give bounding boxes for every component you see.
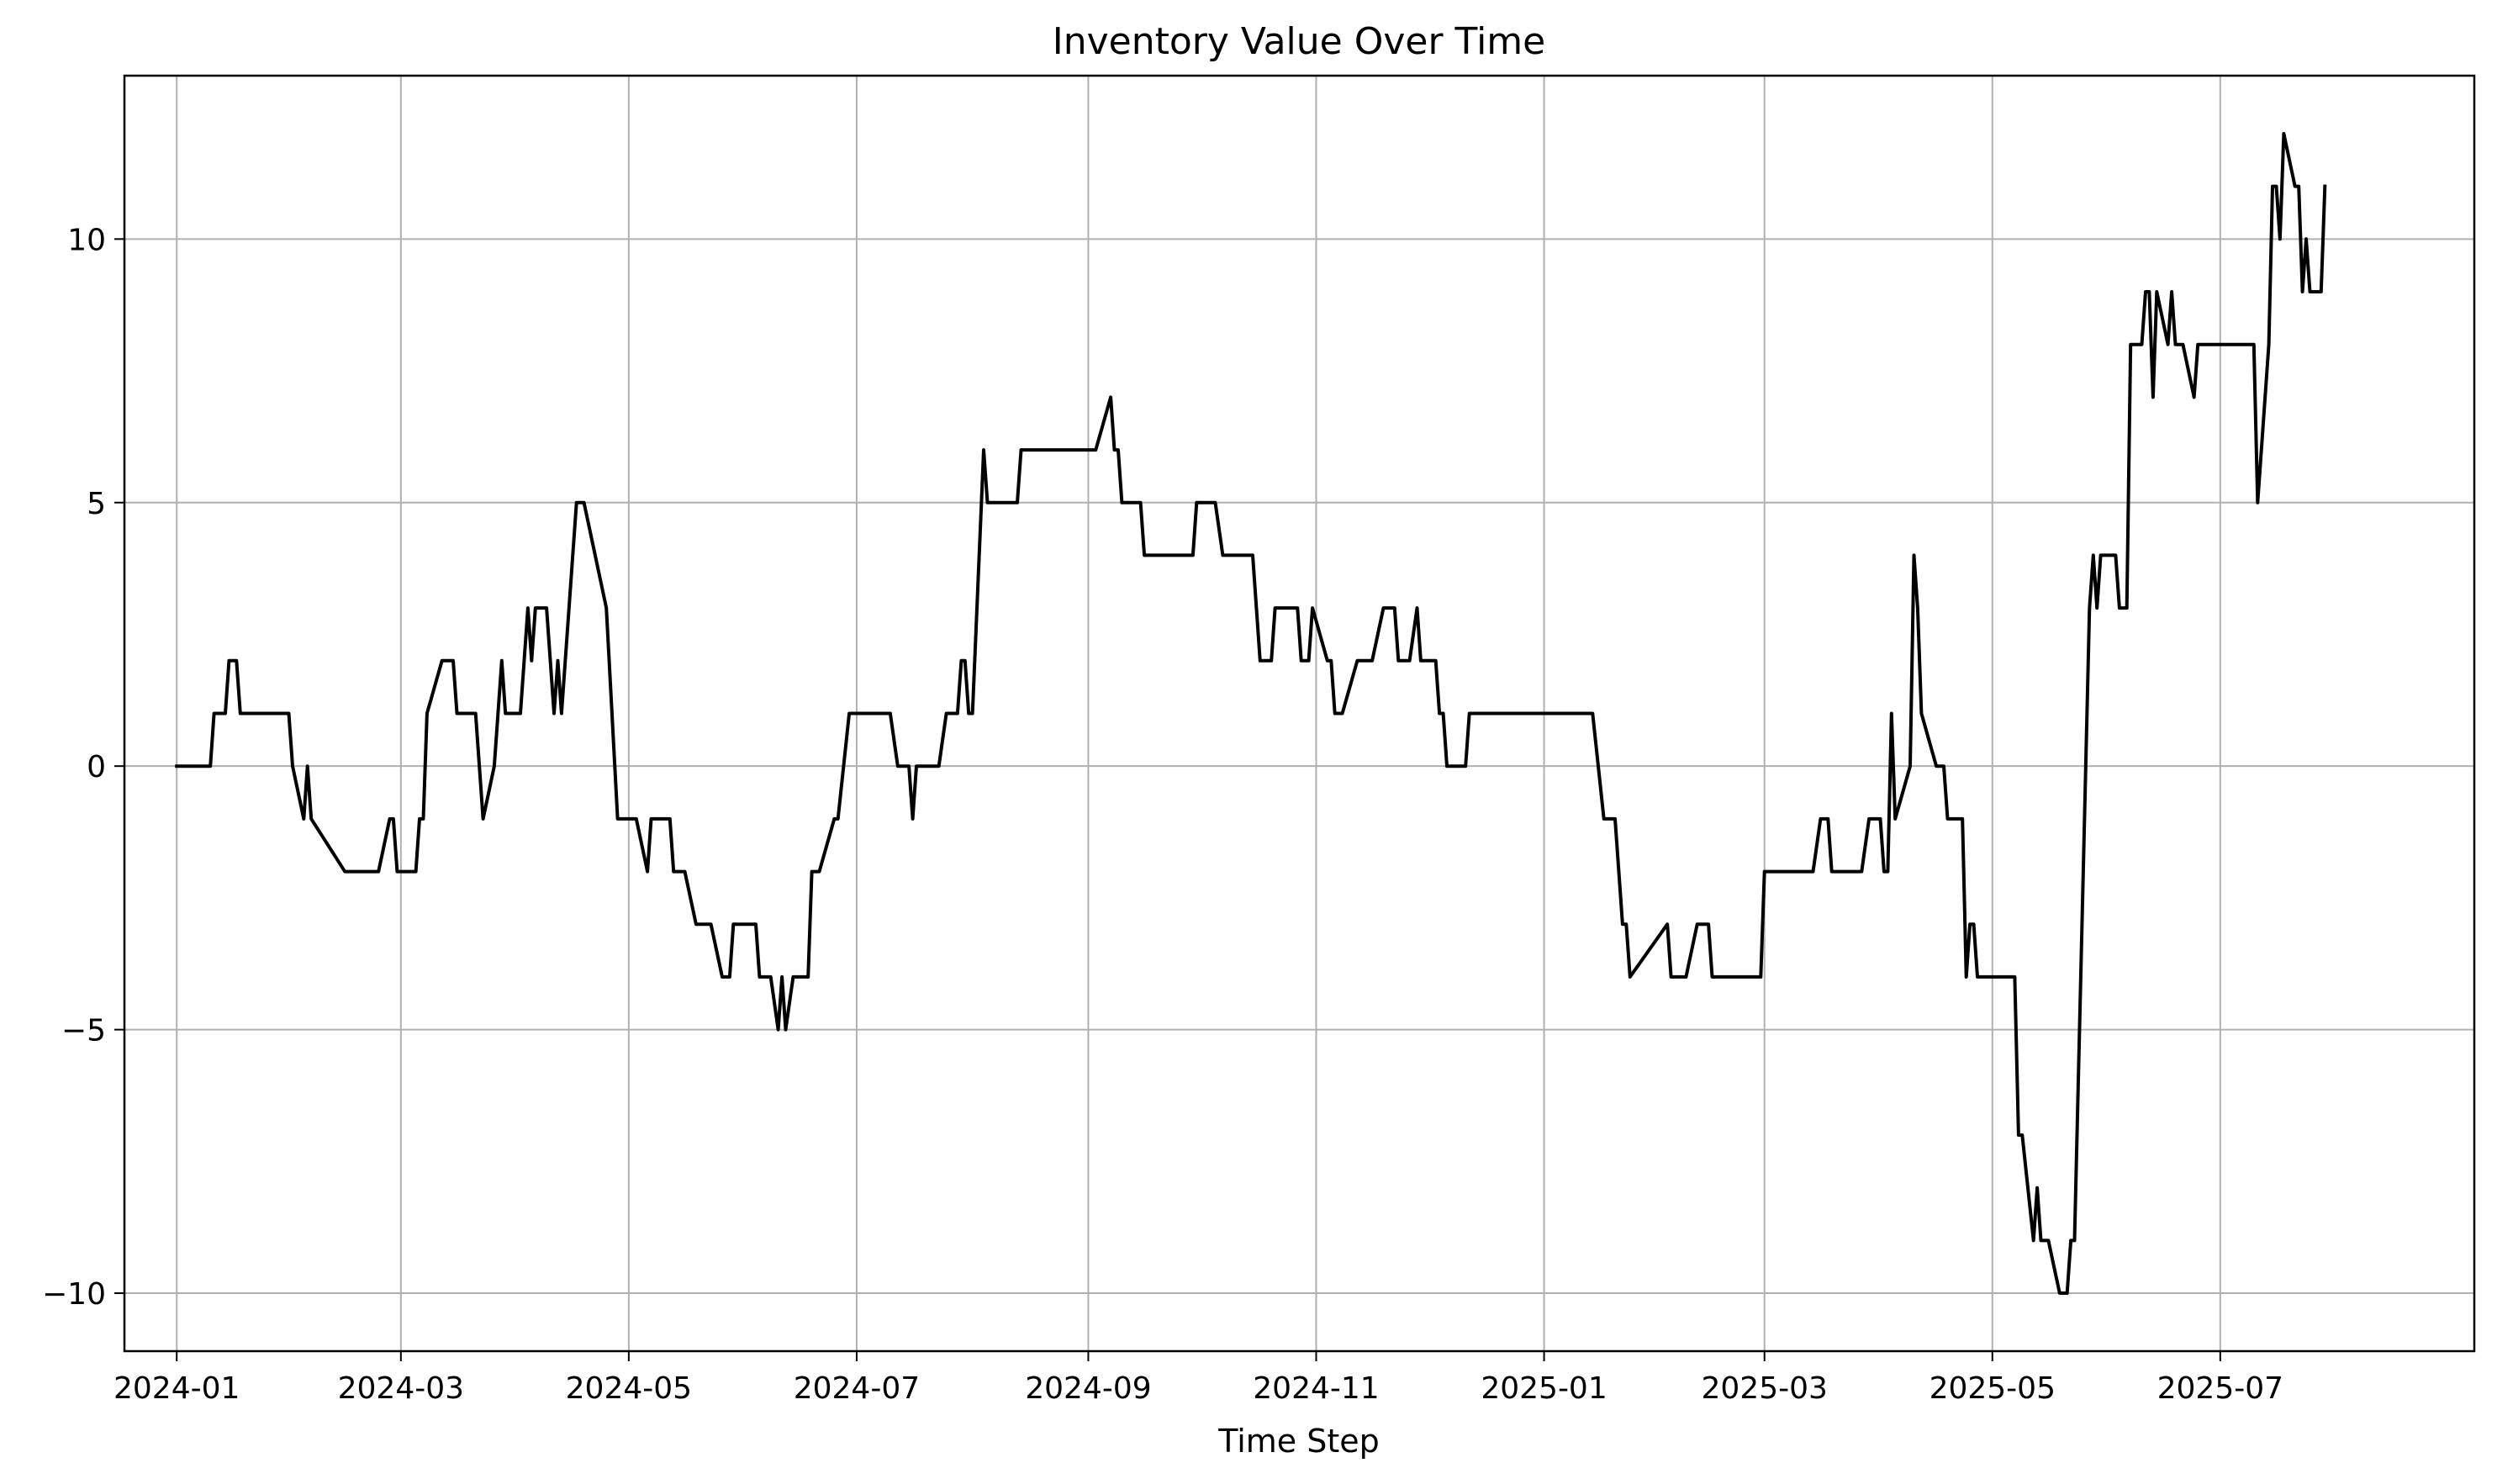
x-axis: 2024-01 2024-03 2024-05 2024-07 2024-09 2024-… bbox=[114, 1351, 2283, 1406]
y-tick-label: 5 bbox=[87, 487, 106, 521]
grid bbox=[124, 76, 2474, 1351]
x-tick-label: 2024-11 bbox=[1253, 1371, 1379, 1406]
x-tick-label: 2024-07 bbox=[794, 1371, 920, 1406]
chart-title: Inventory Value Over Time bbox=[1053, 20, 1545, 63]
x-tick-label: 2024-09 bbox=[1025, 1371, 1151, 1406]
x-tick-label: 2024-01 bbox=[114, 1371, 240, 1406]
y-tick-label: 10 bbox=[67, 223, 106, 257]
x-tick-label: 2025-01 bbox=[1481, 1371, 1607, 1406]
plot-area-frame bbox=[123, 74, 2476, 1353]
y-tick-label: 0 bbox=[87, 750, 106, 784]
x-tick-label: 2024-05 bbox=[566, 1371, 692, 1406]
x-axis-label: Time Step bbox=[1217, 1423, 1380, 1460]
x-tick-label: 2024-03 bbox=[338, 1371, 464, 1406]
x-tick-label: 2025-05 bbox=[1930, 1371, 2056, 1406]
x-tick-label: 2025-03 bbox=[1702, 1371, 1828, 1406]
y-tick-label: −5 bbox=[61, 1014, 106, 1048]
y-tick-label: −10 bbox=[42, 1277, 106, 1312]
series-layer bbox=[175, 132, 2327, 1295]
series-line-inventory-value bbox=[175, 132, 2327, 1295]
y-axis: −10 −5 0 5 10 bbox=[42, 223, 124, 1312]
x-tick-label: 2025-07 bbox=[2157, 1371, 2283, 1406]
